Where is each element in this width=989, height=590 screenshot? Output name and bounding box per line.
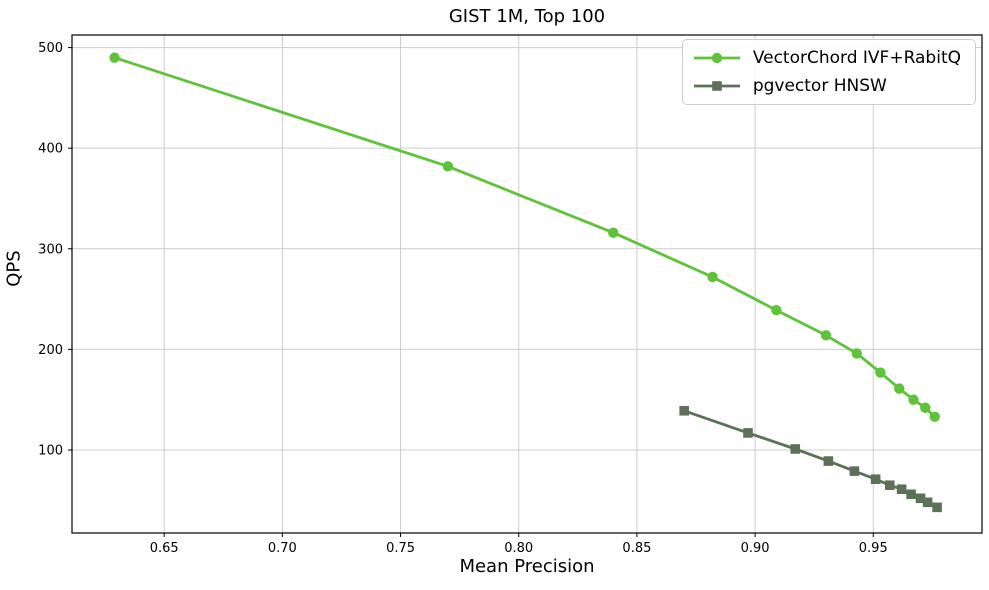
data-point-circle	[771, 304, 782, 316]
data-point-circle	[820, 330, 832, 341]
data-point-square	[915, 493, 926, 504]
data-point-square	[906, 489, 916, 500]
data-point-circle	[707, 271, 718, 283]
data-point-square	[849, 466, 860, 476]
x-tick-label: 0.65	[150, 541, 179, 556]
x-tick-label: 0.80	[504, 541, 533, 556]
x-tick-label: 0.70	[268, 541, 297, 556]
y-axis-label: QPS	[3, 250, 25, 287]
legend-swatch-marker	[711, 52, 723, 64]
legend-item-pgvector: pgvector HNSW	[693, 76, 961, 96]
legend-label: VectorChord IVF+RabitQ	[752, 48, 961, 68]
x-axis-label: Mean Precision	[459, 556, 595, 577]
data-point-circle	[608, 227, 619, 238]
legend-item-vectorchord: VectorChord IVF+RabitQ	[693, 48, 961, 68]
data-point-circle	[109, 52, 120, 63]
data-point-square	[885, 480, 895, 491]
data-point-circle	[851, 348, 862, 359]
data-point-circle	[908, 394, 919, 405]
chart-title: GIST 1M, Top 100	[448, 6, 606, 27]
data-point-circle	[875, 367, 886, 378]
data-point-circle	[920, 402, 931, 413]
data-point-circle	[442, 161, 454, 172]
x-tick-label: 0.95	[859, 541, 888, 556]
data-point-square	[679, 405, 689, 416]
x-tick-label: 0.85	[622, 541, 651, 556]
data-point-square	[932, 502, 942, 513]
y-tick-label: 100	[38, 444, 63, 459]
series-line-0	[113, 56, 937, 419]
data-point-circle	[894, 383, 905, 394]
legend: VectorChord IVF+RabitQ pgvector HNSW	[681, 39, 976, 105]
x-tick-label: 0.90	[741, 541, 770, 556]
data-point-square	[870, 474, 881, 484]
data-point-circle	[929, 411, 940, 422]
y-tick-label: 300	[38, 242, 63, 257]
legend-swatch-line-circle-icon	[693, 52, 740, 64]
data-point-square	[790, 444, 801, 454]
x-tick-label: 0.75	[386, 541, 415, 556]
y-tick-label: 500	[38, 41, 63, 56]
y-tick-label: 200	[38, 343, 63, 358]
y-tick-label: 400	[38, 142, 63, 157]
data-point-square	[823, 456, 834, 466]
legend-swatch-marker	[712, 81, 722, 91]
legend-swatch-line-square-icon	[693, 81, 740, 91]
legend-label: pgvector HNSW	[752, 76, 887, 96]
data-point-square	[922, 497, 933, 508]
data-point-square	[743, 428, 753, 438]
data-point-square	[896, 484, 907, 495]
plot-frame	[71, 34, 983, 534]
